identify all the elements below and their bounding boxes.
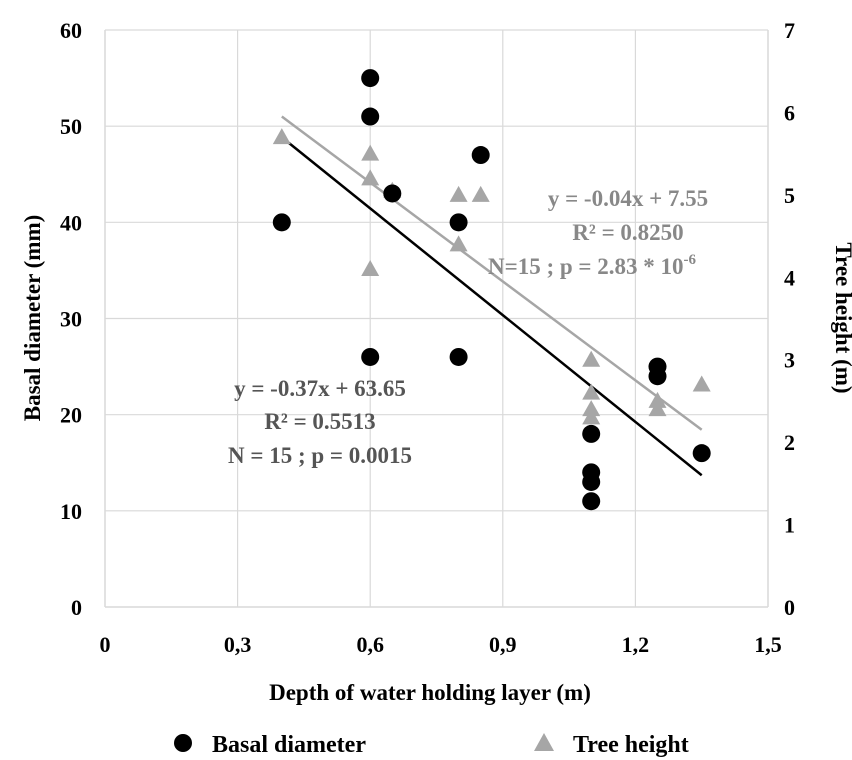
y2-tick-label: 6 [784,100,795,125]
basal-diameter-point [449,213,468,232]
height-r2: R² = 0.8250 [572,220,683,245]
data-points [272,69,711,511]
y2-tick-label: 1 [784,513,795,538]
y2-tick-label: 0 [784,595,795,620]
legend-marker-height [534,733,554,751]
y-tick-label: 40 [60,210,82,235]
x-tick-label: 0,3 [224,632,252,657]
tree-height-point [361,260,380,277]
tree-height-point [582,350,601,367]
basal-diameter-point [692,444,711,463]
legend: Basal diameter Tree height [174,732,689,758]
y-axis-title: Basal diameter (mm) [20,215,45,422]
basal-diameter-point [272,213,291,232]
trendlines [281,115,703,477]
tree-height-point [361,144,380,161]
y-tick-label: 50 [60,114,82,139]
basal-diameter-point [449,347,468,366]
basal-diameter-point [648,367,667,386]
basal-diameter-point [582,424,601,443]
basal-diameter-point [383,184,402,203]
tree-height-point [272,128,291,145]
tree-height-point [582,408,601,425]
tree-height-point [449,185,468,202]
y2-tick-label: 5 [784,183,795,208]
y-tick-label: 20 [60,403,82,428]
x-tick-label: 0,9 [489,632,517,657]
basal-diameter-point [582,472,601,491]
tree-height-point [648,391,667,408]
height-stats-exponent: -6 [684,252,697,268]
gridlines [105,29,768,607]
y2-axis-title: Tree height (m) [831,242,852,393]
basal-r2: R² = 0.5513 [264,409,375,434]
basal-stats: N = 15 ; p = 0.0015 [228,443,412,468]
basal-diameter-point [471,146,490,165]
height-stats-main: N=15 ; p = 2.83 * 10 [488,254,684,279]
tree-height-point [582,383,601,400]
x-axis-title: Depth of water holding layer (m) [269,680,591,705]
height-equation: y = -0.04x + 7.55 [548,186,708,211]
y-tick-label: 10 [60,499,82,524]
annotation-basal: y = -0.37x + 63.65 R² = 0.5513 N = 15 ; … [228,376,412,468]
legend-label-height: Tree height [573,732,689,758]
y2-tick-label: 2 [784,430,795,455]
tree-height-point [471,185,490,202]
legend-label-basal: Basal diameter [212,732,366,758]
y2-tick-label: 3 [784,348,795,373]
basal-diameter-point [361,107,380,126]
tree-height-point [648,400,667,417]
annotation-height: y = -0.04x + 7.55 R² = 0.8250 N=15 ; p =… [488,186,708,279]
tree-height-point [692,375,711,392]
y2-tick-label: 7 [784,18,795,43]
x-tick-label: 0 [100,632,111,657]
y-tick-label: 30 [60,307,82,332]
x-tick-label: 1,2 [622,632,650,657]
tree-height-point [361,169,380,186]
trendline-tree-height [281,115,703,431]
y2-tick-label: 4 [784,265,795,290]
tree-height-point [582,400,601,417]
tree-height-point [449,235,468,252]
y-tick-label: 60 [60,18,82,43]
x-tick-label: 0,6 [356,632,384,657]
basal-diameter-point [582,492,601,511]
y-tick-label: 0 [71,595,82,620]
axes [104,30,769,608]
basal-diameter-point [361,69,380,88]
x-tick-label: 1,5 [754,632,782,657]
basal-diameter-point [361,347,380,366]
trendline-basal-diameter [281,136,703,477]
legend-marker-basal [174,734,192,752]
height-stats: N=15 ; p = 2.83 * 10-6 [488,252,697,279]
basal-equation: y = -0.37x + 63.65 [234,376,406,401]
